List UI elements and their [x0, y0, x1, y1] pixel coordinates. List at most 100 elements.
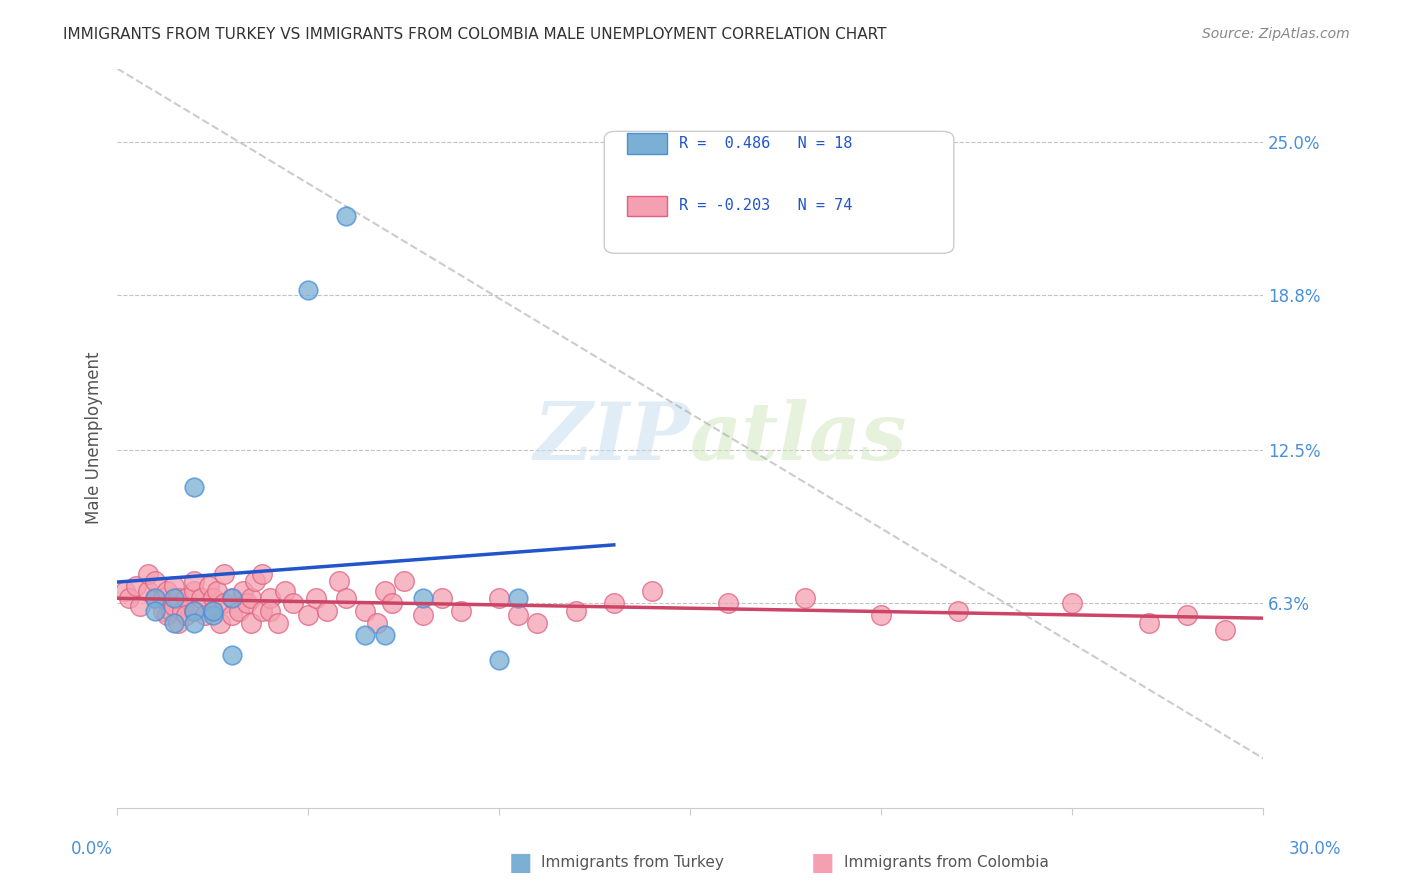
- Point: [201, 591, 224, 606]
- Point: [236, 596, 259, 610]
- Point: [252, 566, 274, 581]
- Point: [209, 615, 232, 630]
- Point: [163, 615, 186, 630]
- Bar: [627, 133, 668, 153]
- Text: Immigrants from Turkey: Immigrants from Turkey: [541, 855, 724, 870]
- Point: [297, 283, 319, 297]
- Point: [183, 615, 205, 630]
- Point: [212, 596, 235, 610]
- Text: IMMIGRANTS FROM TURKEY VS IMMIGRANTS FROM COLOMBIA MALE UNEMPLOYMENT CORRELATION: IMMIGRANTS FROM TURKEY VS IMMIGRANTS FRO…: [63, 27, 887, 42]
- Point: [125, 579, 148, 593]
- Point: [1137, 615, 1160, 630]
- Point: [174, 591, 197, 606]
- Point: [259, 591, 281, 606]
- Point: [266, 615, 288, 630]
- Point: [172, 603, 194, 617]
- Point: [354, 603, 377, 617]
- Point: [412, 591, 434, 606]
- Point: [152, 603, 174, 617]
- Point: [136, 583, 159, 598]
- Point: [870, 608, 893, 623]
- Point: [564, 603, 586, 617]
- Point: [228, 603, 250, 617]
- Point: [335, 210, 357, 224]
- Point: [252, 603, 274, 617]
- Point: [374, 628, 396, 642]
- Point: [381, 596, 404, 610]
- Point: [281, 596, 304, 610]
- Point: [212, 566, 235, 581]
- Point: [159, 603, 181, 617]
- Y-axis label: Male Unemployment: Male Unemployment: [86, 351, 103, 524]
- Text: Source: ZipAtlas.com: Source: ZipAtlas.com: [1202, 27, 1350, 41]
- Point: [1213, 624, 1236, 638]
- Text: Immigrants from Colombia: Immigrants from Colombia: [844, 855, 1049, 870]
- Text: 0.0%: 0.0%: [70, 840, 112, 858]
- Text: atlas: atlas: [690, 400, 908, 477]
- Point: [163, 579, 186, 593]
- FancyBboxPatch shape: [605, 131, 953, 253]
- Point: [508, 591, 530, 606]
- Point: [198, 579, 221, 593]
- Point: [392, 574, 415, 588]
- Point: [190, 591, 212, 606]
- Point: [145, 574, 167, 588]
- Point: [221, 591, 243, 606]
- Text: ■: ■: [509, 851, 531, 874]
- Point: [412, 608, 434, 623]
- Point: [183, 583, 205, 598]
- Point: [488, 591, 510, 606]
- Point: [183, 480, 205, 494]
- Point: [205, 583, 228, 598]
- Point: [167, 591, 190, 606]
- Bar: [627, 195, 668, 217]
- Point: [152, 591, 174, 606]
- Point: [174, 608, 197, 623]
- Point: [335, 591, 357, 606]
- Point: [156, 608, 179, 623]
- Point: [156, 583, 179, 598]
- Point: [201, 603, 224, 617]
- Point: [488, 653, 510, 667]
- Point: [274, 583, 297, 598]
- Point: [366, 615, 388, 630]
- Point: [239, 615, 262, 630]
- Point: [374, 583, 396, 598]
- Point: [305, 591, 328, 606]
- Point: [167, 615, 190, 630]
- Point: [328, 574, 350, 588]
- Point: [163, 599, 186, 613]
- Point: [201, 603, 224, 617]
- Point: [641, 583, 664, 598]
- Point: [1062, 596, 1084, 610]
- Point: [201, 608, 224, 623]
- Point: [145, 591, 167, 606]
- Point: [183, 603, 205, 617]
- Point: [316, 603, 339, 617]
- Point: [243, 574, 266, 588]
- Text: R = -0.203   N = 74: R = -0.203 N = 74: [679, 199, 852, 213]
- Point: [793, 591, 815, 606]
- Text: R =  0.486   N = 18: R = 0.486 N = 18: [679, 136, 852, 151]
- Point: [259, 603, 281, 617]
- Text: ■: ■: [811, 851, 834, 874]
- Point: [450, 603, 472, 617]
- Point: [194, 608, 217, 623]
- Point: [354, 628, 377, 642]
- Point: [232, 583, 254, 598]
- Text: ZIP: ZIP: [533, 400, 690, 477]
- Text: 30.0%: 30.0%: [1288, 840, 1341, 858]
- Point: [717, 596, 740, 610]
- Point: [129, 599, 152, 613]
- Point: [221, 608, 243, 623]
- Point: [221, 648, 243, 662]
- Point: [145, 591, 167, 606]
- Point: [183, 574, 205, 588]
- Point: [946, 603, 969, 617]
- Point: [145, 603, 167, 617]
- Point: [603, 596, 626, 610]
- Point: [136, 566, 159, 581]
- Point: [526, 615, 548, 630]
- Point: [508, 608, 530, 623]
- Point: [1175, 608, 1198, 623]
